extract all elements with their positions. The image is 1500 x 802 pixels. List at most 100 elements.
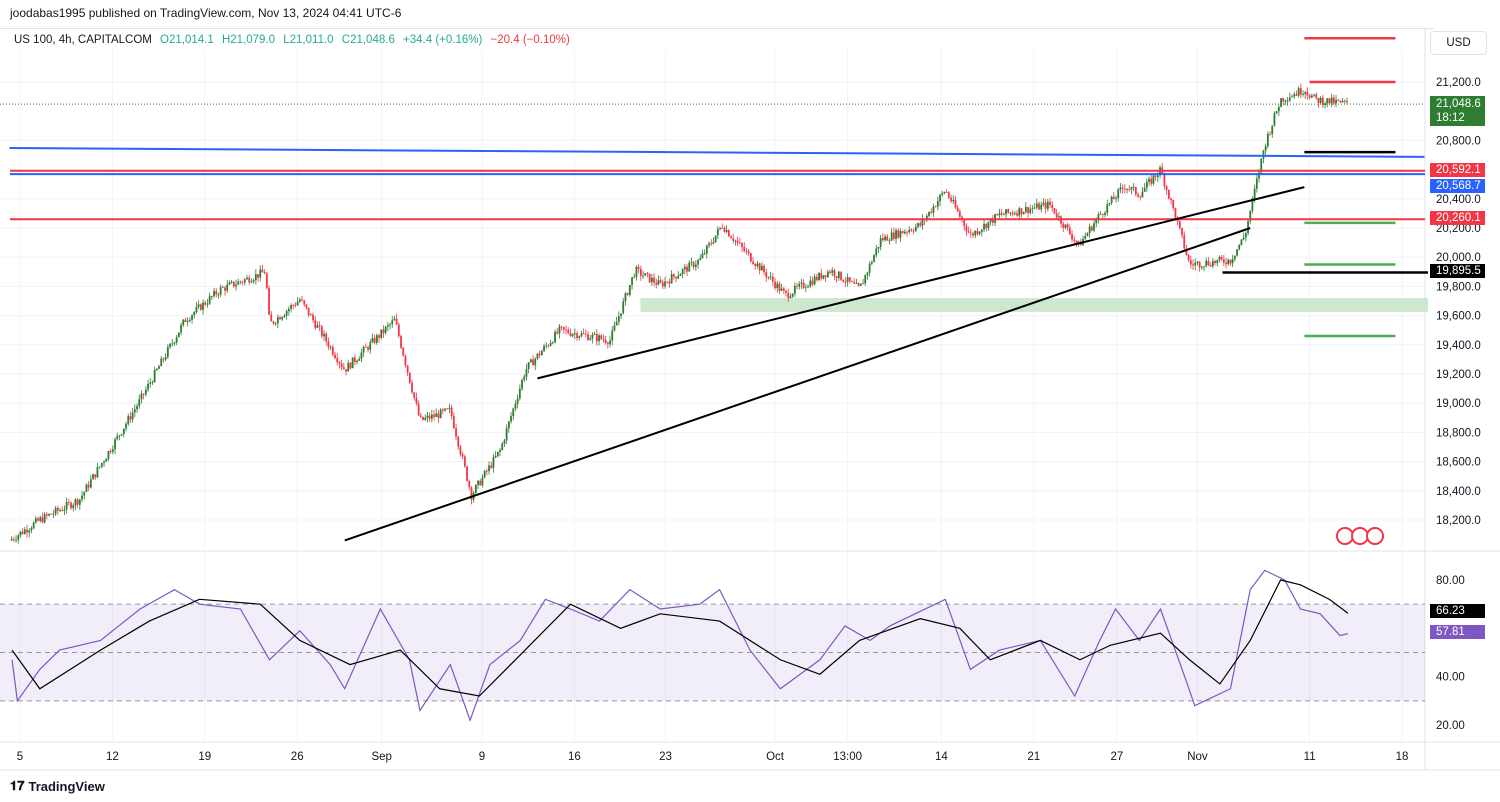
candle-body — [730, 236, 732, 239]
candle-body — [1139, 196, 1142, 198]
candle-body — [666, 281, 669, 283]
candle-body — [822, 275, 825, 279]
candle-body — [675, 276, 677, 279]
candle-body — [292, 305, 295, 307]
candle-body — [604, 339, 607, 343]
candle-body — [413, 392, 416, 398]
candle-body — [650, 277, 653, 283]
candle-body — [1174, 208, 1177, 220]
candle-body — [679, 274, 682, 276]
candle-body — [844, 281, 847, 283]
candle-body — [353, 357, 356, 362]
bar-countdown: 18:12 — [1436, 112, 1465, 124]
candle-body — [598, 335, 600, 342]
blue-level-tag: 20,568.7 — [1430, 179, 1485, 193]
symbol-label[interactable]: US 100, 4h, CAPITALCOM — [14, 34, 152, 46]
candle-body — [375, 335, 378, 343]
candle-body — [294, 305, 297, 307]
candle-body — [996, 214, 999, 216]
candle-body — [1134, 187, 1137, 195]
candle-body — [1244, 233, 1247, 238]
candle-body — [437, 413, 440, 419]
candle-body — [1328, 98, 1331, 104]
candle-body — [1185, 248, 1188, 255]
candle-body — [477, 480, 479, 486]
candle-body — [246, 277, 248, 280]
candle-body — [780, 288, 783, 291]
candle-body — [1027, 207, 1029, 214]
candle-body — [875, 248, 878, 256]
candle-body — [45, 514, 48, 516]
candle-body — [1141, 191, 1144, 198]
candle-body — [1031, 208, 1034, 209]
red-level-tag-2: 20,260.1 — [1430, 211, 1485, 225]
price-tick-label: 19,200.0 — [1436, 369, 1481, 381]
candle-body — [301, 299, 303, 301]
candle-body — [945, 191, 948, 193]
candle-body — [1042, 202, 1045, 205]
candle-body — [202, 302, 204, 310]
candle-body — [558, 326, 561, 334]
candle-body — [63, 509, 66, 511]
candle-body — [815, 276, 818, 280]
candle-body — [1229, 259, 1232, 264]
candle-body — [78, 499, 81, 505]
candle-body — [1262, 150, 1265, 159]
time-tick-label: 21 — [1027, 751, 1040, 763]
candle-body — [738, 242, 741, 244]
candle-body — [534, 358, 537, 366]
candle-body — [1324, 103, 1326, 105]
price-tick-label: 19,800.0 — [1436, 281, 1481, 293]
candle-body — [864, 275, 867, 284]
candle-body — [1038, 203, 1040, 210]
candle-body — [547, 345, 550, 347]
currency-button[interactable]: USD — [1430, 31, 1487, 55]
candle-body — [232, 281, 235, 287]
candle-body — [593, 333, 596, 335]
candle-body — [954, 200, 957, 208]
candle-body — [305, 304, 308, 308]
price-tick-label: 19,600.0 — [1436, 311, 1481, 323]
candle-body — [127, 416, 130, 424]
candle-body — [142, 393, 145, 395]
candle-body — [250, 281, 253, 283]
candle-body — [336, 358, 339, 363]
candle-body — [668, 281, 671, 284]
candle-body — [1075, 240, 1078, 243]
candle-body — [884, 236, 886, 241]
candle-body — [1205, 260, 1208, 267]
candle-body — [298, 299, 301, 302]
candle-body — [578, 336, 581, 339]
candle-body — [191, 315, 193, 320]
candle-body — [397, 324, 400, 337]
candle-body — [52, 513, 55, 515]
candle-body — [804, 287, 807, 289]
candle-body — [153, 370, 156, 383]
price-tick-label: 18,200.0 — [1436, 515, 1481, 527]
open-value: O21,014.1 — [160, 34, 214, 46]
candle-body — [1346, 101, 1348, 102]
candle-body — [1321, 97, 1324, 105]
candle-body — [576, 333, 578, 339]
candle-body — [243, 279, 246, 283]
candle-body — [697, 260, 699, 265]
candle-body — [969, 232, 972, 234]
candle-body — [1152, 175, 1155, 184]
candle-body — [28, 530, 31, 533]
candle-body — [831, 270, 834, 273]
candle-body — [912, 230, 915, 232]
candle-body — [122, 428, 125, 435]
candle-body — [50, 513, 53, 515]
tradingview-logo[interactable]: 𝟏𝟕 TradingView — [10, 778, 105, 794]
candle-body — [235, 284, 237, 287]
candle-body — [415, 397, 418, 404]
candle-body — [782, 288, 785, 291]
candle-body — [653, 277, 655, 283]
candle-body — [1335, 99, 1337, 104]
candle-body — [483, 470, 486, 478]
time-tick-label: 9 — [479, 751, 485, 763]
candle-body — [239, 281, 242, 283]
candle-body — [972, 233, 974, 236]
candle-body — [681, 269, 684, 275]
